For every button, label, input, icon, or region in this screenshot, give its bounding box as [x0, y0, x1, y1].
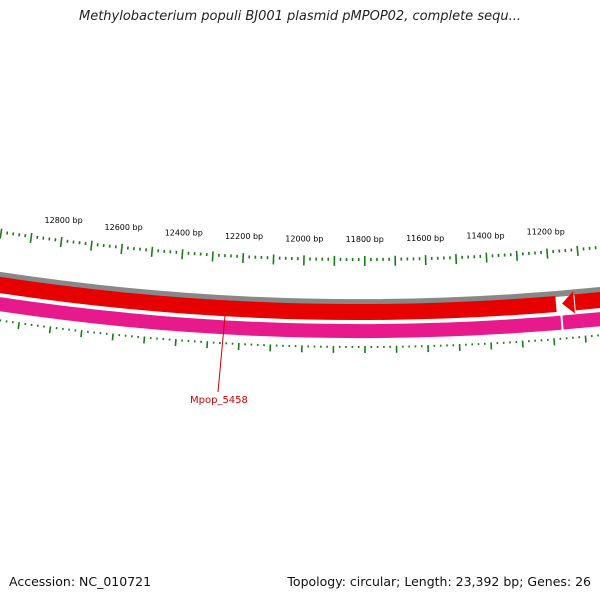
scale-label: 12400 bp	[165, 228, 203, 237]
accession-text: Accession: NC_010721	[9, 574, 152, 589]
major-tick	[120, 243, 123, 254]
inner-major-tick	[174, 339, 177, 347]
scale-label: 11800 bp	[346, 235, 384, 244]
major-tick	[181, 249, 184, 260]
forward-strand-track	[0, 276, 557, 320]
inner-major-tick	[143, 336, 146, 344]
gene-label-mpop-5458[interactable]: Mpop_5458	[190, 395, 248, 406]
scale-label: 12800 bp	[45, 216, 83, 225]
forward-strand-gene	[574, 291, 600, 311]
major-tick	[485, 252, 488, 263]
scale-label: 11200 bp	[527, 228, 565, 237]
inner-major-tick	[111, 333, 114, 341]
gene-label-pointer	[217, 315, 226, 393]
major-tick	[576, 245, 579, 257]
scale-label: 11400 bp	[466, 232, 504, 241]
reverse-strand-gene-boundary	[560, 314, 564, 331]
inner-major-tick	[584, 335, 587, 343]
scale-label: 11600 bp	[406, 234, 444, 243]
page-title: Methylobacterium populi BJ001 plasmid pM…	[79, 9, 521, 24]
inner-major-tick	[80, 330, 83, 338]
topology-summary: Topology: circular; Length: 23,392 bp; G…	[287, 574, 591, 589]
reverse-strand-gene	[0, 297, 600, 338]
inner-major-tick	[48, 326, 52, 334]
major-tick	[546, 248, 549, 259]
scale-label: 12200 bp	[225, 232, 263, 241]
backbone-track	[0, 271, 600, 305]
scale-label: 12000 bp	[285, 234, 323, 243]
inner-scale-ticks	[0, 319, 599, 353]
scale-label: 12600 bp	[105, 223, 143, 232]
major-tick	[0, 228, 3, 239]
major-tick	[515, 250, 519, 261]
outer-scale-ticks	[0, 228, 597, 266]
forward-gene-arrowhead	[562, 291, 575, 314]
major-tick	[150, 246, 154, 257]
inner-major-tick	[17, 322, 20, 330]
major-tick	[211, 251, 214, 262]
major-tick	[29, 232, 33, 244]
major-tick	[59, 236, 63, 248]
outer-scale-labels: 12800 bp 12600 bp 12400 bp 12200 bp 12000 bp…	[45, 216, 565, 244]
major-tick	[90, 240, 93, 251]
inner-major-tick	[553, 338, 556, 346]
